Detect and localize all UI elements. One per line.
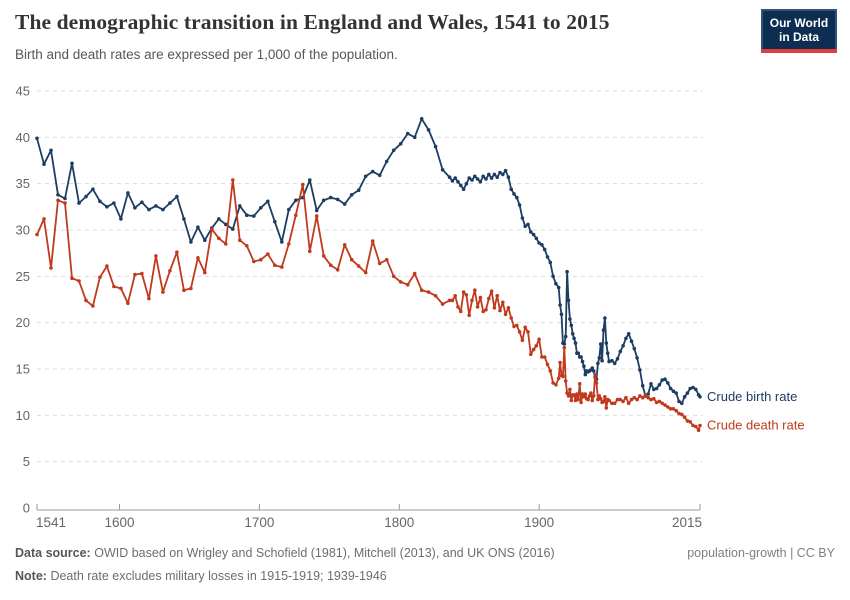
y-tick-label-40: 40 <box>16 130 30 145</box>
y-tick-label-30: 30 <box>16 223 30 238</box>
owid-logo-text: Our World in Data <box>761 9 837 49</box>
footer-source: Data source: OWID based on Wrigley and S… <box>15 546 555 560</box>
y-tick-label-5: 5 <box>23 454 30 469</box>
y-tick-label-15: 15 <box>16 362 30 377</box>
owid-logo-red-stripe <box>761 48 837 53</box>
footer-note: Note: Death rate excludes military losse… <box>15 569 387 583</box>
x-tick-label-1900: 1900 <box>524 515 554 530</box>
y-tick-label-45: 45 <box>16 84 30 99</box>
x-tick-label-1541: 1541 <box>36 515 66 530</box>
y-tick-label-35: 35 <box>16 176 30 191</box>
y-tick-label-0: 0 <box>23 501 30 516</box>
y-grid: 0 5 10 15 20 25 30 35 40 45 <box>16 84 703 516</box>
crude-death-rate-series <box>35 178 702 433</box>
owid-logo: Our World in Data <box>761 9 837 53</box>
x-tick-label-1800: 1800 <box>384 515 414 530</box>
y-tick-label-25: 25 <box>16 269 30 284</box>
footer-note-text: Death rate excludes military losses in 1… <box>50 569 387 583</box>
legend-crude-death-rate: Crude death rate <box>707 418 805 433</box>
chart-subtitle: Birth and death rates are expressed per … <box>15 47 398 62</box>
y-tick-label-20: 20 <box>16 315 30 330</box>
crude-birth-rate-series <box>35 117 702 406</box>
footer-source-label: Data source: <box>15 546 91 560</box>
x-tick-label-1600: 1600 <box>105 515 135 530</box>
owid-logo-line1: Our World <box>769 16 829 30</box>
y-tick-label-10: 10 <box>16 408 30 423</box>
footer-source-text: OWID based on Wrigley and Schofield (198… <box>94 546 555 560</box>
crude-death-rate-points <box>35 178 702 433</box>
page-title: The demographic transition in England an… <box>15 10 610 34</box>
x-tick-label-2015: 2015 <box>672 515 702 530</box>
crude-death-rate-line <box>36 179 701 432</box>
legend-crude-birth-rate: Crude birth rate <box>707 389 797 404</box>
crude-birth-rate-points <box>35 117 702 406</box>
footer-note-label: Note: <box>15 569 47 583</box>
owid-logo-line2: in Data <box>778 30 819 45</box>
x-tick-label-1700: 1700 <box>244 515 274 530</box>
footer-license: population-growth | CC BY <box>687 546 835 560</box>
x-axis: 1541 1600 1700 1800 1900 2015 <box>36 504 702 530</box>
